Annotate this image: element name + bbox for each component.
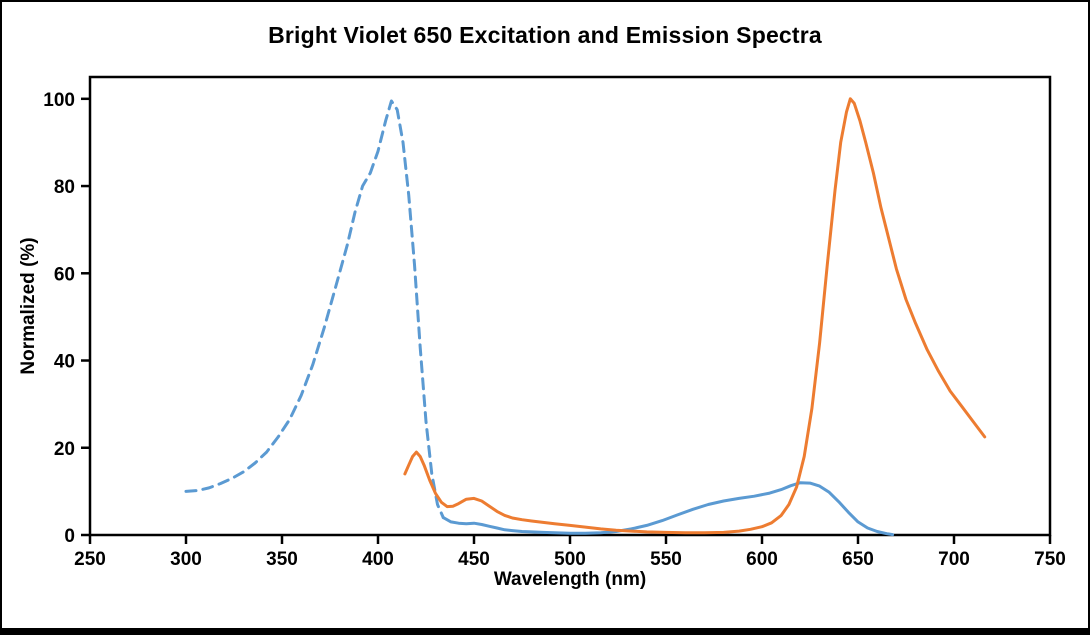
y-axis-label: Normalized (%)	[18, 237, 39, 375]
x-tick-label: 500	[554, 549, 586, 570]
x-tick-label: 250	[74, 549, 106, 570]
x-tick-label: 700	[938, 549, 970, 570]
y-tick-label: 0	[64, 526, 75, 547]
x-tick-label: 350	[266, 549, 298, 570]
y-tick-label: 60	[54, 264, 75, 285]
x-tick-label: 600	[746, 549, 778, 570]
x-tick-label: 450	[458, 549, 490, 570]
plot-border	[88, 75, 1052, 537]
excitation-curve-dashed	[184, 99, 445, 520]
x-tick-label: 400	[362, 549, 394, 570]
y-tick-label: 80	[54, 177, 75, 198]
x-tick-label: 750	[1034, 549, 1066, 570]
x-tick-label: 650	[842, 549, 874, 570]
x-tick-label: 300	[170, 549, 202, 570]
chart-title: Bright Violet 650 Excitation and Emissio…	[268, 22, 822, 48]
x-tick-label: 550	[650, 549, 682, 570]
x-axis-label: Wavelength (nm)	[493, 569, 647, 590]
emission-curve-solid	[403, 97, 987, 535]
y-tick-label: 40	[54, 352, 75, 373]
y-tick-label: 20	[54, 439, 75, 460]
excitation-curve-solid	[441, 481, 895, 537]
y-tick-label: 100	[43, 90, 75, 111]
